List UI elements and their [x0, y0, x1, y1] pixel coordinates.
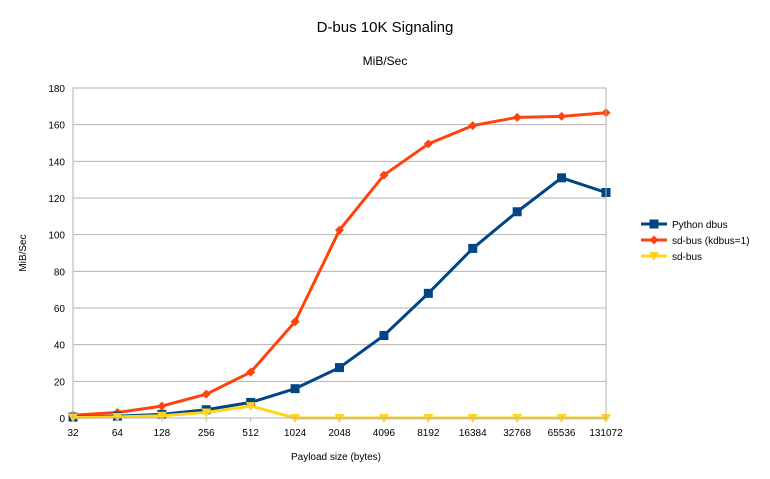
plot-frame: [72, 87, 607, 419]
data-point: [423, 139, 433, 149]
x-tick-label: 32768: [503, 428, 531, 439]
x-tick-label: 131072: [589, 428, 623, 439]
legend-marker: [649, 219, 659, 229]
y-tick-label: 180: [48, 84, 65, 95]
legend-item: sd-bus: [641, 252, 702, 263]
data-point: [335, 225, 344, 235]
data-point: [112, 412, 123, 422]
data-point: [468, 243, 478, 253]
x-tick-label: 64: [112, 428, 124, 439]
data-point: [335, 363, 344, 373]
y-tick-label: 0: [59, 414, 65, 425]
x-tick-label: 32: [67, 428, 79, 439]
x-axis-ticks: 32 64 128 256 512 1024 2048 4096 8192 16384 32768 6…: [67, 418, 623, 439]
x-tick-label: 2048: [328, 428, 351, 439]
legend-marker: [649, 235, 659, 245]
legend-item: Python dbus: [641, 219, 728, 231]
data-point: [379, 170, 389, 180]
legend-item: sd-bus (kdbus=1): [641, 235, 750, 247]
data-point: [201, 408, 212, 418]
x-tick-label: 512: [242, 428, 259, 439]
legend-marker: [649, 252, 659, 261]
y-axis-ticks: 0 20 40 60 80 100 120 140 160 180: [48, 84, 65, 425]
y-axis-label: MiB/Sec: [18, 234, 29, 271]
data-point: [246, 367, 256, 377]
data-point: [290, 384, 300, 394]
data-point: [157, 401, 167, 411]
legend: Python dbus sd-bus (kdbus=1) sd-bus: [641, 219, 750, 263]
series-2: [68, 402, 611, 423]
x-tick-label: 65536: [548, 428, 576, 439]
legend-label: sd-bus: [672, 252, 702, 263]
data-point: [423, 288, 433, 298]
data-point: [379, 331, 389, 340]
y-tick-label: 160: [48, 121, 65, 132]
series-1: [68, 108, 611, 420]
y-tick-label: 20: [54, 377, 66, 388]
chart-subtitle: MiB/Sec: [363, 54, 408, 68]
data-point: [290, 317, 300, 327]
y-tick-label: 140: [48, 157, 65, 168]
data-point: [156, 411, 167, 421]
x-tick-label: 8192: [417, 428, 440, 439]
data-point: [201, 389, 211, 399]
x-tick-label: 4096: [373, 428, 396, 439]
series-0: [68, 173, 611, 422]
y-tick-label: 120: [48, 194, 65, 205]
x-tick-label: 256: [198, 428, 215, 439]
series-group: [68, 108, 611, 423]
data-point: [245, 402, 256, 412]
data-point: [557, 111, 567, 121]
data-point: [557, 173, 567, 183]
y-tick-label: 60: [54, 304, 66, 315]
x-tick-label: 128: [153, 428, 170, 439]
y-tick-label: 80: [54, 267, 66, 278]
y-tick-label: 40: [54, 341, 66, 352]
data-point: [468, 121, 478, 131]
chart-title: D-bus 10K Signaling: [317, 19, 454, 36]
data-point: [512, 112, 522, 122]
legend-label: Python dbus: [672, 220, 728, 231]
y-tick-label: 100: [48, 231, 65, 242]
x-tick-label: 1024: [284, 428, 307, 439]
legend-label: sd-bus (kdbus=1): [672, 236, 750, 247]
x-axis-label: Payload size (bytes): [291, 452, 381, 463]
x-tick-label: 16384: [459, 428, 487, 439]
data-point: [512, 207, 522, 217]
